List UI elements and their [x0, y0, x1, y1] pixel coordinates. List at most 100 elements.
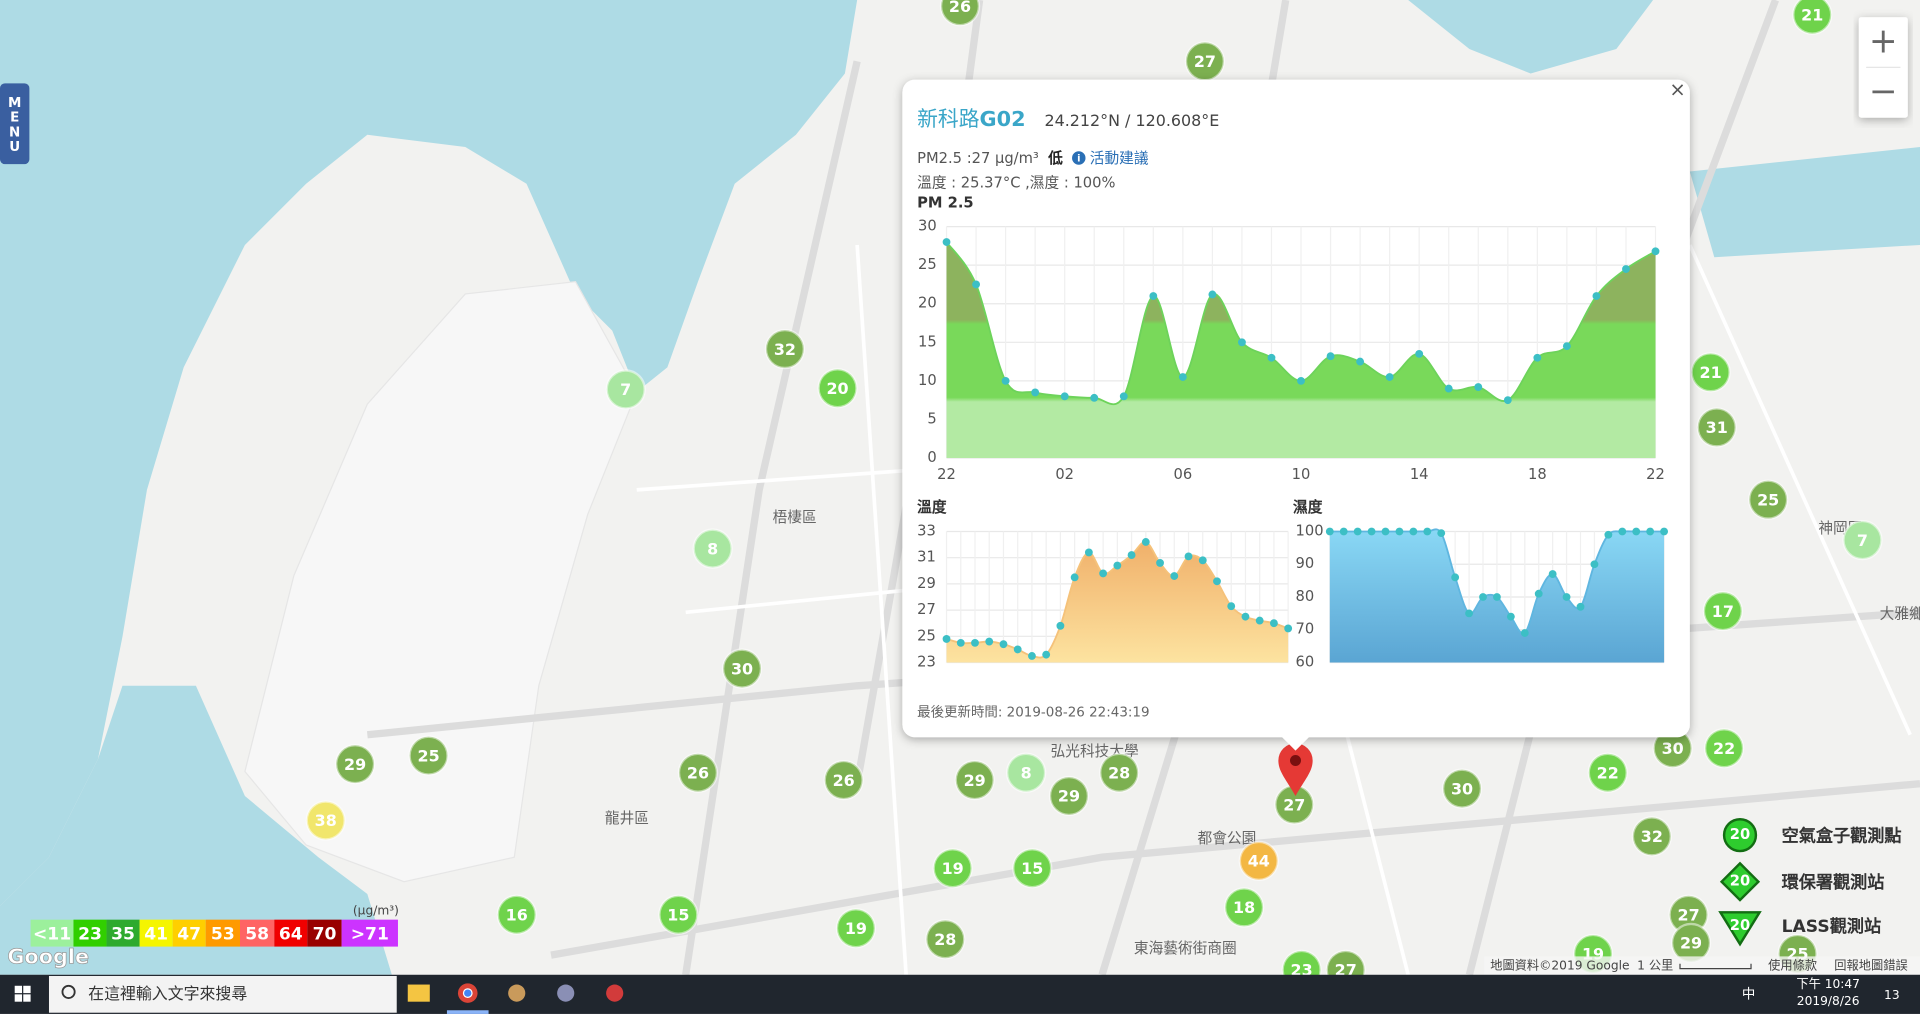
marker[interactable]: 20	[817, 368, 858, 409]
marker[interactable]: 17	[1702, 590, 1744, 632]
marker[interactable]: 16	[496, 894, 537, 935]
marker-label: 19	[845, 919, 867, 938]
marker[interactable]: 18	[1223, 887, 1265, 928]
marker-label: 22	[1713, 739, 1735, 758]
marker-dot	[1842, 519, 1883, 561]
marker[interactable]: 19	[835, 908, 877, 949]
data-point	[1437, 529, 1446, 538]
clock-time[interactable]: 下午 10:47	[1796, 977, 1860, 991]
marker[interactable]: 21	[1690, 352, 1731, 393]
marker-dot	[1702, 590, 1744, 632]
explorer-icon[interactable]	[407, 984, 430, 1002]
marker[interactable]: 32	[764, 328, 806, 370]
marker[interactable]: 26	[823, 759, 864, 801]
marker[interactable]: 22	[1703, 728, 1745, 769]
marker-label: 26	[687, 763, 709, 782]
ime[interactable]: 中	[1742, 986, 1755, 1002]
marker[interactable]: 28	[925, 919, 966, 960]
app-icon[interactable]	[508, 984, 526, 1002]
close-button[interactable]: ×	[1669, 78, 1685, 101]
marker[interactable]: 26	[677, 752, 719, 793]
marker-dot	[1690, 352, 1731, 393]
x-tick-label: 22	[937, 466, 956, 483]
marker[interactable]: 38	[305, 800, 346, 841]
scale-bar	[1679, 963, 1752, 970]
start-button[interactable]	[14, 985, 31, 1002]
data-point	[1356, 357, 1365, 366]
station-legend-label: LASS觀測站	[1782, 916, 1881, 937]
app-icon[interactable]	[606, 984, 624, 1002]
data-point	[1149, 292, 1158, 300]
marker[interactable]: 25	[1747, 479, 1789, 520]
legend-label: 58	[245, 924, 269, 944]
marker[interactable]: 19	[932, 848, 973, 889]
search-box[interactable]	[48, 975, 397, 1013]
marker[interactable]: 31	[1696, 407, 1737, 448]
marker[interactable]: 15	[658, 894, 699, 935]
data-point	[1474, 383, 1483, 391]
legend-swatch	[274, 919, 308, 947]
data-point	[1113, 561, 1122, 570]
marker[interactable]: 21	[1792, 0, 1833, 35]
station-name-text: 新科路	[917, 107, 980, 131]
data-point	[999, 640, 1008, 649]
marker-dot	[1048, 775, 1090, 817]
port-land	[244, 281, 638, 883]
marker[interactable]: 27	[1274, 784, 1315, 825]
app-icon[interactable]	[557, 984, 575, 1002]
advice-link[interactable]: 活動建議	[1090, 149, 1149, 167]
data-point	[1604, 530, 1613, 539]
y-tick-label: 29	[917, 575, 936, 592]
clock-date[interactable]: 2019/8/26	[1797, 994, 1860, 1008]
data-point	[1099, 569, 1108, 578]
marker-dot	[823, 759, 864, 801]
data-point	[1367, 527, 1376, 536]
notifications[interactable]: 13	[1884, 988, 1900, 1002]
x-tick-label: 18	[1528, 466, 1547, 483]
zoom-in[interactable]: +	[1869, 21, 1898, 61]
marker[interactable]: 7	[605, 369, 646, 410]
data-point	[1056, 621, 1065, 630]
marker[interactable]: 27	[1184, 41, 1226, 82]
marker-dot	[1012, 848, 1053, 889]
chart-title: PM 2.5	[917, 194, 974, 211]
map-label: 龍井區	[605, 810, 649, 827]
marker[interactable]: 29	[334, 743, 376, 785]
menu-button[interactable]	[0, 83, 30, 165]
terms[interactable]: 使用條款	[1768, 958, 1817, 973]
marker[interactable]: 29	[954, 759, 995, 801]
marker-dot	[835, 908, 877, 949]
marker[interactable]: 8	[1005, 752, 1047, 793]
marker[interactable]: 30	[1441, 768, 1483, 809]
legend-label: 70	[313, 924, 337, 944]
marker[interactable]: 30	[721, 648, 763, 689]
marker[interactable]: 15	[1012, 848, 1053, 889]
marker-label: 38	[315, 811, 337, 830]
data-point	[1084, 548, 1093, 557]
marker[interactable]: 8	[692, 528, 733, 569]
marker[interactable]: 28	[1098, 752, 1140, 793]
marker[interactable]: 7	[1842, 519, 1883, 561]
marker[interactable]: 29	[1670, 922, 1712, 964]
marker[interactable]: 22	[1587, 752, 1628, 793]
marker[interactable]: 29	[1048, 775, 1090, 817]
markers: 26 27 21 32 20 7 8 30 29 25 38 26 26 29 8 28 29 19 15 19 28 1…	[305, 0, 1883, 991]
station-icon	[1718, 911, 1762, 947]
data-point	[1267, 353, 1276, 362]
map-label: 東海藝術街商圈	[1134, 940, 1237, 957]
report[interactable]: 回報地圖錯誤	[1834, 958, 1907, 973]
y-tick-label: 20	[918, 295, 937, 312]
marker-dot	[817, 368, 858, 409]
marker[interactable]: 25	[408, 735, 449, 776]
marker[interactable]: 32	[1631, 816, 1673, 857]
chart-title: 溫度	[917, 498, 947, 516]
marker-dot	[1792, 0, 1833, 35]
menu-letter: E	[10, 111, 19, 126]
selected-pin[interactable]	[1278, 743, 1313, 796]
marker[interactable]: 44	[1238, 840, 1279, 882]
zoom-out[interactable]: −	[1869, 72, 1898, 112]
y-tick-label: 30	[918, 218, 937, 235]
marker[interactable]: 26	[939, 0, 981, 27]
